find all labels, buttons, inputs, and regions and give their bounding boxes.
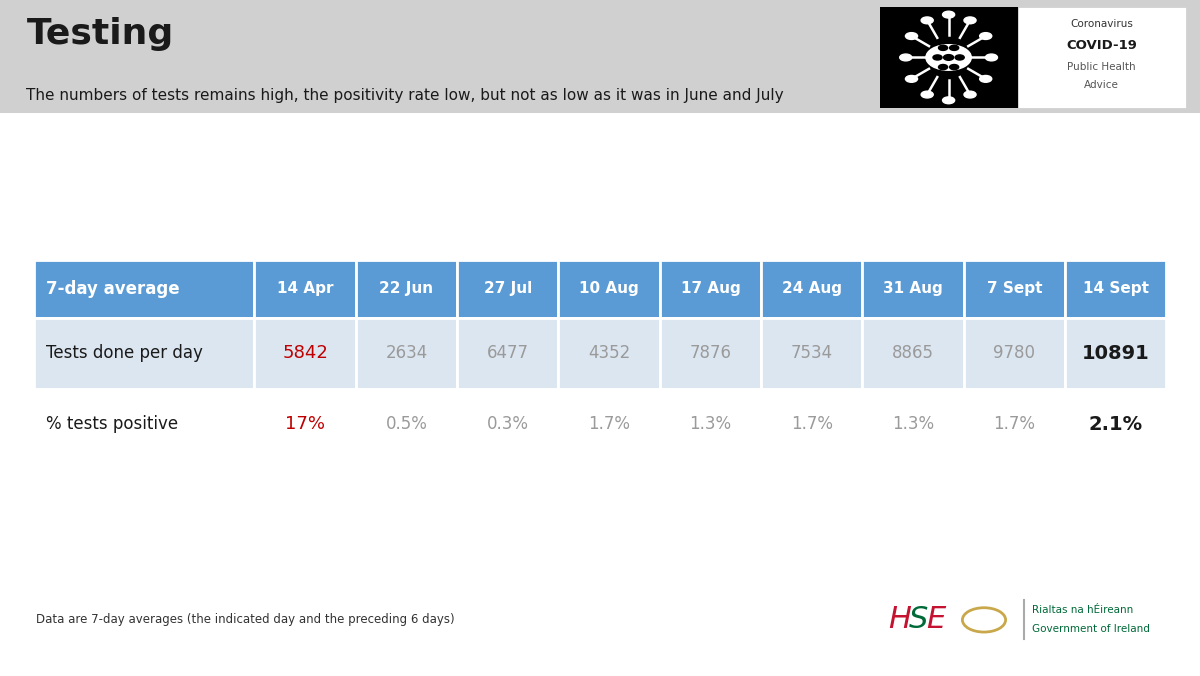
Text: 0.3%: 0.3% xyxy=(487,415,529,433)
Text: 5842: 5842 xyxy=(282,344,328,362)
Text: 8865: 8865 xyxy=(892,344,934,362)
Text: 7534: 7534 xyxy=(791,344,833,362)
FancyBboxPatch shape xyxy=(660,389,761,460)
Text: 17%: 17% xyxy=(286,415,325,433)
FancyBboxPatch shape xyxy=(660,318,761,389)
Text: 10891: 10891 xyxy=(1082,343,1150,363)
Text: E: E xyxy=(926,606,946,634)
FancyBboxPatch shape xyxy=(457,260,558,318)
Circle shape xyxy=(932,55,942,60)
FancyBboxPatch shape xyxy=(34,260,254,318)
Circle shape xyxy=(964,17,976,24)
FancyBboxPatch shape xyxy=(34,389,254,460)
FancyBboxPatch shape xyxy=(863,318,964,389)
Text: 7876: 7876 xyxy=(690,344,732,362)
Circle shape xyxy=(938,64,948,70)
FancyBboxPatch shape xyxy=(761,260,863,318)
Circle shape xyxy=(979,76,991,82)
FancyBboxPatch shape xyxy=(558,260,660,318)
Text: 1.3%: 1.3% xyxy=(689,415,732,433)
Circle shape xyxy=(964,91,976,98)
Text: 7-day average: 7-day average xyxy=(46,280,179,298)
FancyBboxPatch shape xyxy=(964,260,1066,318)
FancyBboxPatch shape xyxy=(457,389,558,460)
Circle shape xyxy=(955,55,965,60)
Text: 4352: 4352 xyxy=(588,344,630,362)
Text: H: H xyxy=(888,606,911,634)
Text: 17 Aug: 17 Aug xyxy=(680,281,740,297)
Text: COVID-19: COVID-19 xyxy=(1066,39,1138,52)
Circle shape xyxy=(906,32,918,39)
Text: Testing: Testing xyxy=(26,17,174,51)
FancyBboxPatch shape xyxy=(254,318,356,389)
Text: 24 Aug: 24 Aug xyxy=(781,281,841,297)
FancyBboxPatch shape xyxy=(863,260,964,318)
FancyBboxPatch shape xyxy=(356,318,457,389)
Text: Advice: Advice xyxy=(1084,80,1120,90)
FancyBboxPatch shape xyxy=(964,318,1066,389)
Text: 1.3%: 1.3% xyxy=(892,415,934,433)
FancyBboxPatch shape xyxy=(660,260,761,318)
FancyBboxPatch shape xyxy=(1018,7,1186,108)
Text: 7 Sept: 7 Sept xyxy=(986,281,1042,297)
Text: Data are 7-day averages (the indicated day and the preceding 6 days): Data are 7-day averages (the indicated d… xyxy=(36,613,455,627)
Text: 6477: 6477 xyxy=(487,344,529,362)
FancyBboxPatch shape xyxy=(964,389,1066,460)
FancyBboxPatch shape xyxy=(356,389,457,460)
Text: 31 Aug: 31 Aug xyxy=(883,281,943,297)
Circle shape xyxy=(949,45,959,51)
Text: 22 Jun: 22 Jun xyxy=(379,281,433,297)
FancyBboxPatch shape xyxy=(761,389,863,460)
Text: Coronavirus: Coronavirus xyxy=(1070,19,1133,29)
Circle shape xyxy=(922,17,934,24)
Circle shape xyxy=(949,64,959,70)
FancyBboxPatch shape xyxy=(761,318,863,389)
Text: Rialtas na hÉireann: Rialtas na hÉireann xyxy=(1032,606,1133,615)
Circle shape xyxy=(943,55,954,60)
Text: % tests positive: % tests positive xyxy=(46,415,178,433)
Text: 1.7%: 1.7% xyxy=(791,415,833,433)
FancyBboxPatch shape xyxy=(457,318,558,389)
FancyBboxPatch shape xyxy=(863,389,964,460)
Text: Government of Ireland: Government of Ireland xyxy=(1032,624,1150,633)
Text: 14 Sept: 14 Sept xyxy=(1082,281,1148,297)
Circle shape xyxy=(942,97,955,103)
Text: 2634: 2634 xyxy=(385,344,427,362)
Text: 1.7%: 1.7% xyxy=(588,415,630,433)
FancyBboxPatch shape xyxy=(34,318,254,389)
Circle shape xyxy=(942,11,955,18)
Text: 27 Jul: 27 Jul xyxy=(484,281,532,297)
FancyBboxPatch shape xyxy=(1066,260,1166,318)
FancyBboxPatch shape xyxy=(254,389,356,460)
Circle shape xyxy=(938,45,948,51)
Circle shape xyxy=(926,45,971,70)
Circle shape xyxy=(906,76,918,82)
FancyBboxPatch shape xyxy=(558,389,660,460)
Text: 14 Apr: 14 Apr xyxy=(277,281,334,297)
Text: 1.7%: 1.7% xyxy=(994,415,1036,433)
Text: S: S xyxy=(908,606,928,634)
FancyBboxPatch shape xyxy=(254,260,356,318)
FancyBboxPatch shape xyxy=(1066,318,1166,389)
Text: Tests done per day: Tests done per day xyxy=(46,344,203,362)
Text: Public Health: Public Health xyxy=(1067,62,1136,72)
Text: 9780: 9780 xyxy=(994,344,1036,362)
Circle shape xyxy=(922,91,934,98)
FancyBboxPatch shape xyxy=(558,318,660,389)
FancyBboxPatch shape xyxy=(880,7,1018,108)
FancyBboxPatch shape xyxy=(0,0,1200,113)
Circle shape xyxy=(985,54,997,61)
Text: 2.1%: 2.1% xyxy=(1088,414,1142,434)
Text: The numbers of tests remains high, the positivity rate low, but not as low as it: The numbers of tests remains high, the p… xyxy=(26,88,784,103)
FancyBboxPatch shape xyxy=(1066,389,1166,460)
Circle shape xyxy=(900,54,912,61)
FancyBboxPatch shape xyxy=(356,260,457,318)
Text: 10 Aug: 10 Aug xyxy=(580,281,640,297)
Text: 0.5%: 0.5% xyxy=(385,415,427,433)
Circle shape xyxy=(979,32,991,39)
